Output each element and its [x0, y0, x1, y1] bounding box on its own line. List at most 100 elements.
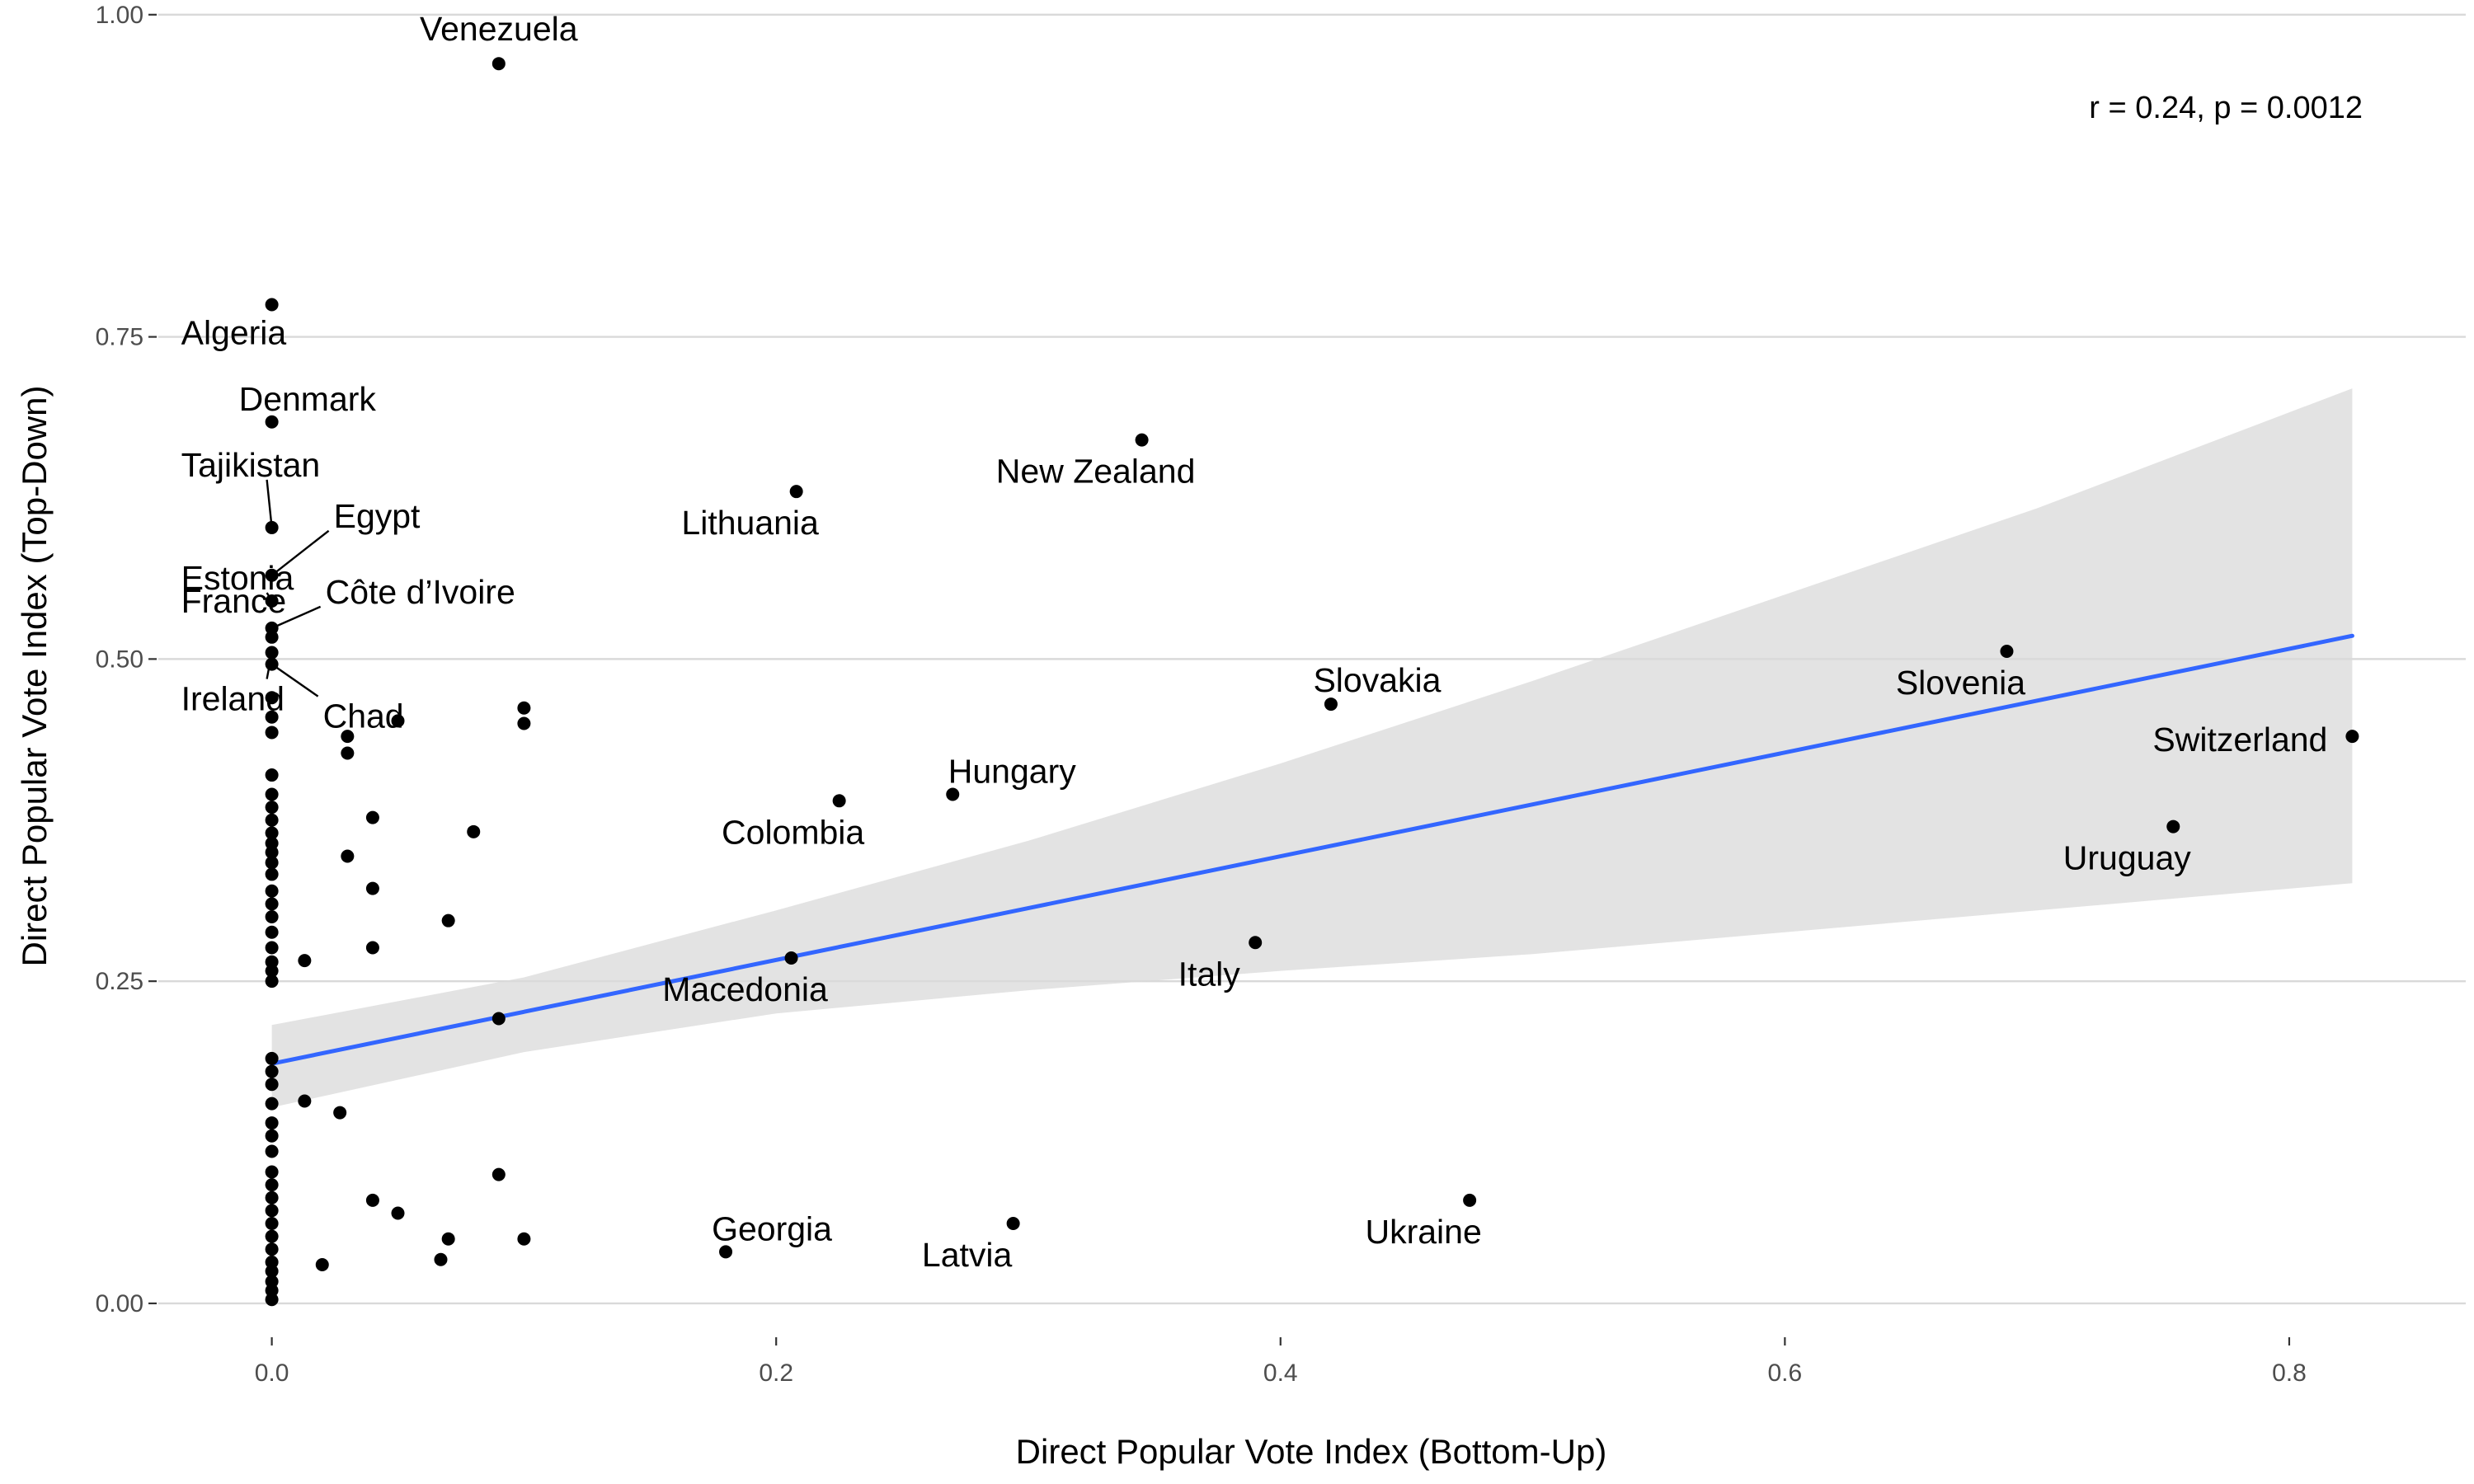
data-point: [298, 954, 312, 968]
labeled-data-point: [265, 520, 279, 534]
labeled-data-point: [2000, 644, 2014, 658]
data-points: [265, 57, 2359, 1307]
data-point: [265, 1190, 279, 1205]
point-label: Egypt: [334, 497, 421, 535]
data-point: [265, 1242, 279, 1256]
data-point: [467, 824, 481, 838]
data-point: [517, 1232, 531, 1246]
x-tick-label: 0.6: [1768, 1360, 1803, 1387]
y-axis-title: Direct Popular Vote Index (Top-Down): [15, 386, 54, 967]
label-leader-line: [270, 529, 330, 576]
data-point: [333, 1106, 347, 1120]
data-point: [265, 1275, 279, 1289]
correlation-annotation: r = 0.24, p = 0.0012: [2089, 91, 2363, 125]
data-point: [265, 1293, 279, 1307]
data-point: [265, 867, 279, 881]
trend-line: [270, 633, 2354, 1066]
data-point: [265, 1116, 279, 1130]
point-label: Colombia: [722, 813, 864, 851]
labeled-data-point: [265, 594, 279, 608]
point-label: Ukraine: [1365, 1213, 1481, 1251]
data-point: [265, 1204, 279, 1218]
data-point: [441, 1232, 455, 1246]
point-label: Slovenia: [1896, 664, 2025, 702]
point-label: Estonia: [181, 559, 294, 597]
data-point: [265, 1217, 279, 1231]
confidence-band-layer: [271, 388, 2353, 1108]
data-point: [492, 1167, 506, 1181]
data-point: [265, 1255, 279, 1269]
point-label: Tajikistan: [181, 446, 321, 484]
data-point: [265, 768, 279, 782]
axis-ticks: 0.00 0.25 0.50 0.75 1.00 0.0 0.2 0.4 0.6 0.8: [96, 2, 2307, 1387]
data-point: [265, 964, 279, 978]
data-point: [298, 1094, 312, 1108]
data-point: [341, 746, 355, 760]
x-axis-title: Direct Popular Vote Index (Bottom-Up): [1016, 1432, 1607, 1471]
y-tick-label: 0.75: [96, 324, 143, 351]
labeled-data-point: [1249, 936, 1263, 950]
confidence-band: [271, 388, 2353, 1108]
labeled-data-point: [1324, 697, 1338, 711]
data-point: [265, 710, 279, 724]
labeled-data-point: [265, 568, 279, 582]
point-label: Algeria: [181, 314, 287, 352]
data-point: [265, 909, 279, 923]
point-label: Latvia: [922, 1236, 1013, 1274]
data-point: [265, 801, 279, 815]
labeled-data-point: [265, 657, 279, 671]
data-point: [492, 1012, 506, 1026]
data-point: [265, 1144, 279, 1158]
point-label: Lithuania: [681, 504, 819, 542]
data-point: [365, 941, 379, 955]
x-tick-label: 0.0: [255, 1360, 289, 1387]
data-point: [341, 730, 355, 744]
data-point: [265, 1097, 279, 1111]
data-point: [265, 691, 279, 705]
labeled-data-point: [2345, 730, 2359, 744]
labeled-data-point: [265, 646, 279, 660]
point-label: Italy: [1178, 955, 1241, 993]
label-leader-line: [271, 605, 322, 629]
data-point: [265, 925, 279, 939]
label-leader-line: [270, 663, 319, 697]
labeled-data-point: [265, 621, 279, 635]
label-leader-line: [266, 479, 273, 528]
data-point: [517, 716, 531, 730]
data-point: [265, 726, 279, 740]
data-point: [441, 913, 455, 928]
x-tick-label: 0.4: [1263, 1360, 1298, 1387]
data-point: [265, 941, 279, 955]
data-point: [265, 1129, 279, 1143]
labeled-data-point: [1006, 1217, 1020, 1231]
data-point: [365, 1193, 379, 1207]
data-point: [265, 845, 279, 859]
point-labels: Venezuela Algeria Denmark Tajikistan Egypt Es…: [181, 10, 2328, 1274]
data-point: [265, 826, 279, 840]
labeled-data-point: [784, 951, 798, 965]
labeled-data-point: [265, 415, 279, 429]
point-label: France: [181, 582, 287, 620]
point-label: New Zealand: [996, 453, 1196, 491]
data-point: [265, 787, 279, 801]
point-label: Hungary: [948, 752, 1076, 790]
y-tick-label: 0.00: [96, 1290, 143, 1317]
point-label: Georgia: [712, 1209, 832, 1247]
data-point: [265, 1078, 279, 1092]
data-point: [265, 856, 279, 870]
point-label: Denmark: [239, 380, 377, 418]
data-point: [265, 1229, 279, 1243]
x-tick-label: 0.8: [2272, 1360, 2307, 1387]
data-point: [365, 881, 379, 895]
y-tick-label: 1.00: [96, 2, 143, 29]
labeled-data-point: [719, 1245, 733, 1259]
labeled-data-point: [2166, 819, 2180, 834]
data-point: [434, 1252, 448, 1266]
point-label: Côte d’Ivoire: [326, 573, 515, 611]
data-point: [265, 1178, 279, 1192]
data-point: [315, 1258, 329, 1272]
y-tick-label: 0.50: [96, 646, 143, 673]
y-tick-label: 0.25: [96, 968, 143, 995]
point-label: Macedonia: [662, 970, 828, 1008]
